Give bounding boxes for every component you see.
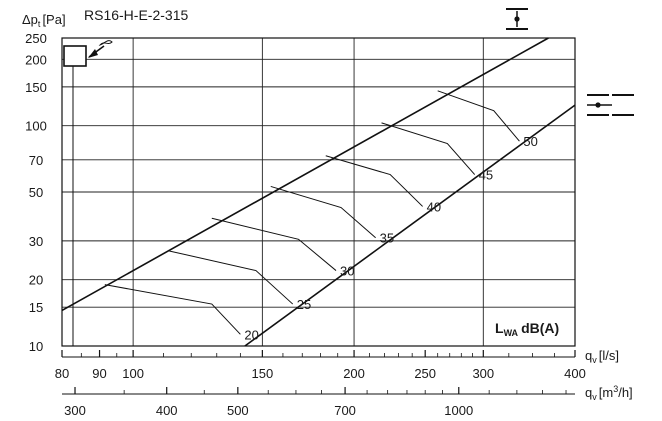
y-tick-label: 250 <box>25 31 47 46</box>
sound-power-label: LWA dB(A) <box>495 320 559 338</box>
sound-curve-label-35: 35 <box>380 231 394 246</box>
sound-curve-label-50: 50 <box>523 134 537 149</box>
damper-symbol-icon <box>63 40 113 346</box>
x-tick-label-ls: 90 <box>92 366 106 381</box>
x-tick-label-m3h: 1000 <box>444 403 473 418</box>
y-tick-label: 100 <box>25 119 47 134</box>
y-axis-title: Δpt [Pa] <box>22 12 66 29</box>
chart-title: RS16-H-E-2-315 <box>84 7 188 23</box>
y-tick-label: 70 <box>29 153 43 168</box>
plot-frame <box>61 37 576 347</box>
y-tick-label: 20 <box>29 273 43 288</box>
y-tick-label: 150 <box>25 80 47 95</box>
grid <box>62 37 575 347</box>
sound-curve-label-45: 45 <box>479 168 493 183</box>
lower-limit-line <box>244 104 576 347</box>
x-tick-label-m3h: 500 <box>227 403 249 418</box>
sound-curve-20 <box>104 284 241 335</box>
x-tick-label-m3h: 300 <box>64 403 86 418</box>
upper-limit-line <box>61 37 549 312</box>
x-tick-label-m3h: 700 <box>334 403 356 418</box>
sound-curves: 20 25 30 35 40 45 50 <box>104 90 538 342</box>
x-axis-title-m3h: qv [m3/h] <box>585 384 633 402</box>
sound-curve-label-25: 25 <box>297 297 311 312</box>
sound-curve-label-20: 20 <box>244 327 258 342</box>
valve-closed-symbol-icon <box>506 8 528 30</box>
x-tick-label-ls: 100 <box>122 366 144 381</box>
sound-curve-50 <box>437 90 520 142</box>
x-axis-title-ls: qv [l/s] <box>585 348 619 365</box>
x-tick-label-ls: 300 <box>472 366 494 381</box>
y-tick-label: 50 <box>29 185 43 200</box>
sound-curve-45 <box>381 122 476 175</box>
sound-curve-25 <box>169 250 294 305</box>
sound-curve-30 <box>211 217 337 271</box>
x-tick-label-ls: 80 <box>55 366 69 381</box>
y-tick-label: 200 <box>25 52 47 67</box>
y-tick-label: 10 <box>29 339 43 354</box>
sound-curve-35 <box>270 185 376 239</box>
x-tick-label-ls: 400 <box>564 366 586 381</box>
series-lines <box>61 37 576 347</box>
x-tick-label-ls: 250 <box>414 366 436 381</box>
y-tick-label: 15 <box>29 300 43 315</box>
axis-ticks: 10 15 20 30 50 70 100 150 200 250 80 90 100 150 200 250… <box>25 31 586 418</box>
x-tick-label-ls: 150 <box>252 366 274 381</box>
valve-open-symbol-icon <box>587 94 634 116</box>
sound-curve-label-40: 40 <box>427 199 441 214</box>
sound-curve-40 <box>325 155 423 207</box>
x-tick-label-ls: 200 <box>343 366 365 381</box>
y-tick-label: 30 <box>29 234 43 249</box>
sound-curve-label-30: 30 <box>340 264 354 279</box>
x-tick-label-m3h: 400 <box>156 403 178 418</box>
